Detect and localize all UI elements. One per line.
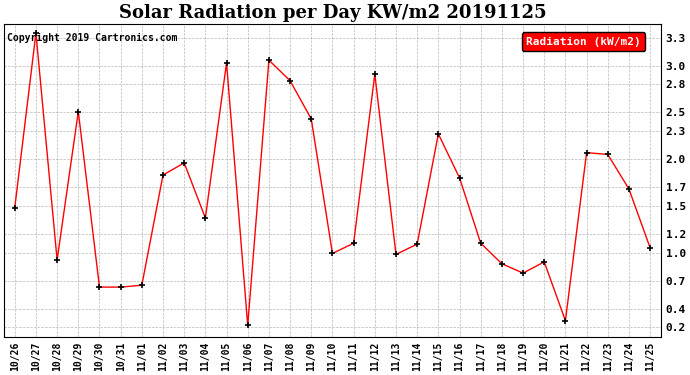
Title: Solar Radiation per Day KW/m2 20191125: Solar Radiation per Day KW/m2 20191125 xyxy=(119,4,546,22)
Radiation (kW/m2) xyxy=(371,72,379,76)
Radiation (kW/m2) xyxy=(604,152,612,157)
Radiation (kW/m2) xyxy=(328,251,337,256)
Radiation (kW/m2) xyxy=(159,173,167,177)
Radiation (kW/m2) xyxy=(244,323,252,328)
Radiation (kW/m2) xyxy=(477,241,485,246)
Text: Copyright 2019 Cartronics.com: Copyright 2019 Cartronics.com xyxy=(8,33,178,43)
Radiation (kW/m2) xyxy=(540,260,549,264)
Radiation (kW/m2) xyxy=(434,132,442,136)
Radiation (kW/m2) xyxy=(201,216,210,220)
Radiation (kW/m2) xyxy=(32,31,40,35)
Radiation (kW/m2) xyxy=(286,78,294,83)
Radiation (kW/m2) xyxy=(222,61,230,65)
Radiation (kW/m2) xyxy=(180,160,188,165)
Radiation (kW/m2) xyxy=(561,318,569,323)
Radiation (kW/m2) xyxy=(625,187,633,191)
Radiation (kW/m2) xyxy=(392,252,400,257)
Radiation (kW/m2) xyxy=(646,246,654,250)
Radiation (kW/m2) xyxy=(74,109,82,114)
Radiation (kW/m2) xyxy=(95,285,104,290)
Radiation (kW/m2) xyxy=(455,176,464,180)
Radiation (kW/m2) xyxy=(10,206,19,210)
Radiation (kW/m2) xyxy=(519,271,527,275)
Legend: Radiation (kW/m2): Radiation (kW/m2) xyxy=(522,32,645,51)
Radiation (kW/m2) xyxy=(53,258,61,262)
Radiation (kW/m2) xyxy=(349,241,357,246)
Radiation (kW/m2) xyxy=(582,150,591,155)
Radiation (kW/m2) xyxy=(307,117,315,121)
Radiation (kW/m2) xyxy=(138,283,146,288)
Radiation (kW/m2) xyxy=(265,58,273,62)
Radiation (kW/m2) xyxy=(413,242,422,246)
Radiation (kW/m2) xyxy=(117,285,125,290)
Radiation (kW/m2) xyxy=(497,261,506,266)
Line: Radiation (kW/m2): Radiation (kW/m2) xyxy=(11,30,653,329)
